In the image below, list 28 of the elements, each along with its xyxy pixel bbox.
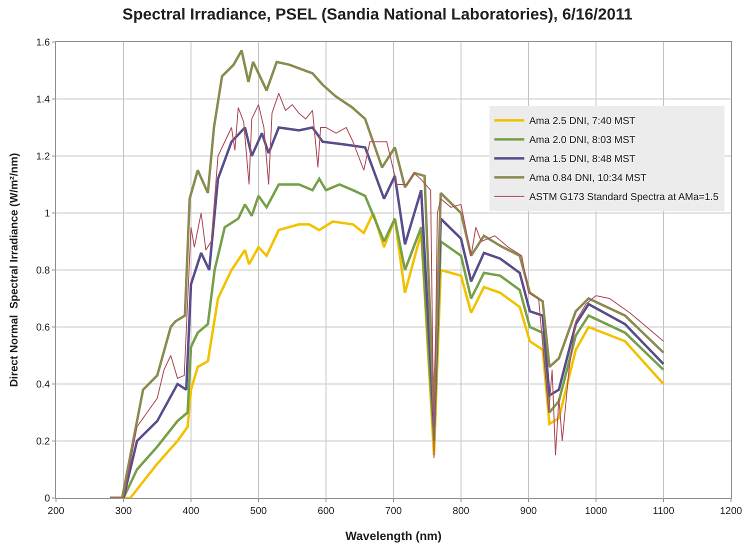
legend-label: Ama 1.5 DNI, 8:48 MST — [529, 154, 636, 166]
x-tick-label: 300 — [115, 506, 132, 517]
y-tick-label: 1 — [44, 208, 50, 220]
x-tick-label: 400 — [182, 506, 200, 517]
x-tick-label: 1200 — [720, 506, 743, 517]
x-tick-label: 1000 — [584, 506, 608, 517]
y-tick-label: 0 — [44, 494, 50, 504]
y-tick-label: 0.8 — [36, 266, 50, 276]
y-tick-label: 1.4 — [36, 94, 50, 106]
x-axis-title: Wavelength (nm) — [345, 528, 442, 543]
x-tick-label: 600 — [318, 506, 335, 517]
y-axis-title: Direct Normal Spectral Irradiance (W/m²/nm) — [8, 152, 21, 388]
chart-title: Spectral Irradiance, PSEL (Sandia National Laboratories), 6/16/2011 — [122, 6, 633, 24]
y-tick-label: 1.6 — [36, 38, 50, 48]
y-tick-label: 0.2 — [36, 436, 50, 448]
legend-label: ASTM G173 Standard Spectra at AMa=1.5 — [529, 192, 719, 204]
x-tick-label: 1100 — [652, 506, 675, 517]
x-tick-label: 900 — [520, 506, 538, 517]
y-tick-label: 0.6 — [36, 322, 50, 334]
legend-label: Ama 2.0 DNI, 8:03 MST — [529, 135, 636, 146]
x-tick-label: 800 — [452, 506, 470, 517]
legend-label: Ama 0.84 DNI, 10:34 MST — [529, 173, 647, 184]
y-tick-label: 0.4 — [36, 380, 50, 390]
x-tick-label: 700 — [385, 506, 402, 517]
legend-label: Ama 2.5 DNI, 7:40 MST — [529, 116, 636, 128]
x-tick-label: 200 — [48, 506, 65, 517]
y-tick-label: 1.2 — [36, 152, 50, 162]
x-tick-label: 500 — [250, 506, 268, 517]
